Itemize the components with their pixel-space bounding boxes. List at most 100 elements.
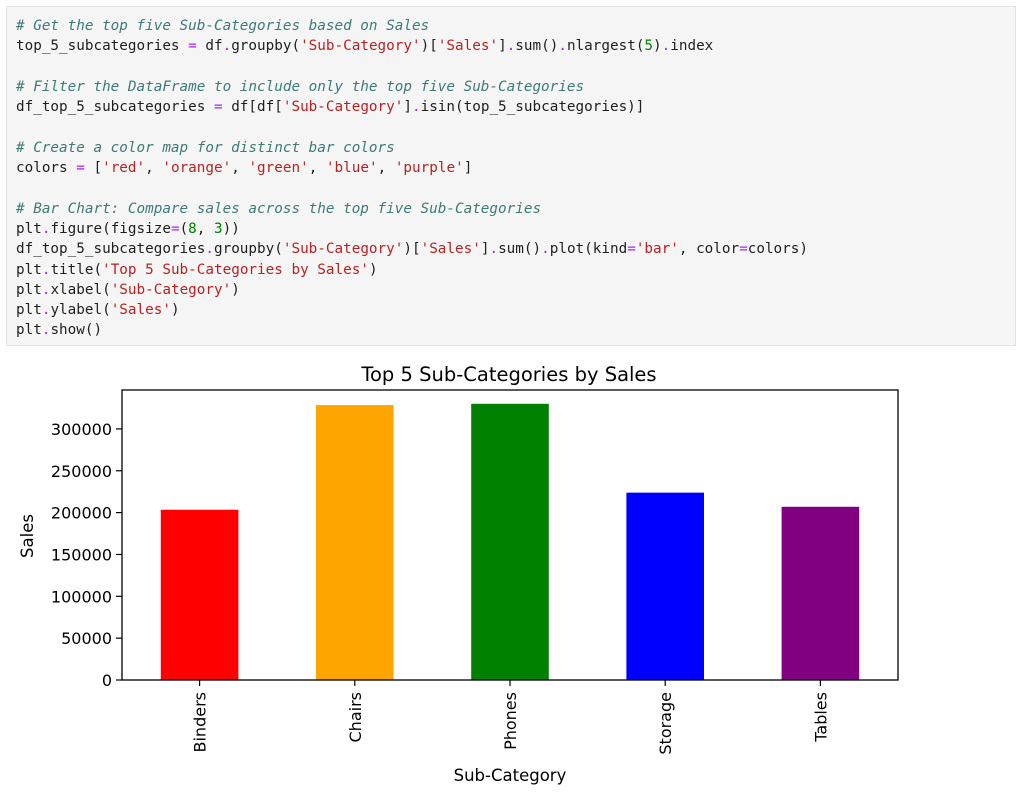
y-tick-label: 300000	[51, 420, 112, 439]
code-token: groupby(	[231, 38, 301, 55]
code-token: # Bar Chart: Compare sales across the to…	[16, 200, 542, 217]
code-token: .	[41, 281, 51, 298]
code-token: =	[188, 38, 197, 55]
code-line: df_top_5_subcategories = df[df['Sub-Cate…	[16, 97, 1015, 117]
code-token: 'blue'	[325, 160, 378, 177]
code-token: .	[205, 241, 214, 258]
code-token: # Create a color map for distinct bar co…	[16, 139, 395, 156]
code-token: sum()	[515, 38, 559, 55]
code-line: plt.figure(figsize=(8, 3))	[16, 219, 1015, 239]
code-token: )	[231, 281, 240, 298]
code-token: =	[213, 99, 223, 116]
code-token: ylabel(	[50, 302, 111, 319]
code-token: 'Sub-Category'	[110, 281, 232, 298]
code-token: plt	[16, 281, 42, 298]
code-token: .	[541, 241, 550, 258]
code-token: .	[506, 38, 516, 55]
code-token: ,	[231, 160, 249, 177]
code-line: colors = ['red', 'orange', 'green', 'blu…	[16, 158, 1015, 178]
bar-phones	[471, 403, 549, 680]
code-line: # Create a color map for distinct bar co…	[16, 138, 1015, 158]
code-token: .	[489, 241, 499, 258]
y-tick-label: 0	[102, 671, 112, 690]
code-token: )	[170, 302, 180, 319]
code-token: sum()	[498, 241, 542, 258]
code-line	[16, 178, 1015, 198]
code-token: 'Sales'	[437, 38, 499, 55]
code-token: groupby(	[213, 241, 283, 258]
bar-chart: Top 5 Sub-Categories by Sales 0 50000 1000…	[18, 363, 899, 785]
y-tick-label: 100000	[51, 587, 112, 606]
code-token: ]	[480, 241, 490, 258]
code-token: .	[222, 38, 232, 55]
y-tick-label: 250000	[51, 462, 112, 481]
code-token: )[	[403, 241, 421, 258]
code-token: 'orange'	[162, 160, 232, 177]
code-token: 'Sub-Category'	[282, 241, 404, 258]
bar-tables	[781, 506, 860, 680]
code-line: df_top_5_subcategories.groupby('Sub-Cate…	[16, 239, 1015, 259]
code-line: # Get the top five Sub-Categories based …	[16, 16, 1015, 36]
code-token: df	[196, 38, 223, 55]
y-tick-label: 150000	[51, 545, 112, 564]
code-token: 'Sales'	[110, 302, 171, 319]
code-line: # Bar Chart: Compare sales across the to…	[16, 199, 1015, 219]
code-token: df[df[	[222, 99, 283, 116]
code-token: # Filter the DataFrame to include only t…	[16, 78, 585, 95]
code-token: plt	[16, 302, 42, 319]
code-token: # Get the top five Sub-Categories based …	[16, 18, 430, 34]
x-tick-label-binders: Binders	[191, 692, 210, 752]
code-token: top_5_subcategories	[16, 38, 189, 55]
code-token: plt	[16, 220, 42, 237]
bar-chairs	[316, 405, 394, 680]
code-token: title(	[50, 261, 103, 278]
code-token: index	[670, 38, 714, 55]
code-token: ,	[196, 220, 214, 237]
code-token: .	[41, 302, 51, 319]
code-token: 'red'	[102, 160, 146, 177]
code-token: 3	[214, 220, 223, 237]
code-token: isin(top_5_subcategories)]	[420, 99, 645, 116]
code-token: colors)	[747, 241, 808, 258]
code-cell[interactable]: # Get the top five Sub-Categories based …	[6, 6, 1016, 346]
code-token: df_top_5_subcategories	[16, 241, 206, 258]
y-axis-label: Sales	[18, 514, 37, 558]
code-line: plt.title('Top 5 Sub-Categories by Sales…	[16, 260, 1015, 280]
code-token: 5	[644, 38, 654, 55]
code-token: .	[41, 261, 51, 278]
code-line: # Filter the DataFrame to include only t…	[16, 77, 1015, 97]
x-tick-label-storage: Storage	[656, 692, 675, 755]
code-token: =	[739, 241, 748, 258]
code-token: ]	[403, 99, 412, 116]
code-line: top_5_subcategories = df.groupby('Sub-Ca…	[16, 36, 1015, 56]
code-token: .	[661, 38, 671, 55]
x-axis-label: Sub-Category	[454, 766, 567, 785]
bar-binders	[160, 509, 239, 680]
code-line: plt.show()	[16, 320, 1015, 340]
bar-storage	[626, 492, 704, 680]
code-token: (	[179, 220, 189, 237]
code-token: .	[411, 99, 421, 116]
code-token: 'Sub-Category'	[282, 99, 404, 116]
code-line: plt.xlabel('Sub-Category')	[16, 280, 1015, 300]
code-token: plt	[16, 261, 42, 278]
y-tick-label: 50000	[61, 629, 112, 648]
code-token: , color	[678, 241, 740, 258]
code-token: plot(kind	[549, 241, 628, 258]
code-token: colors	[16, 160, 77, 177]
code-line	[16, 117, 1015, 137]
code-line	[16, 57, 1015, 77]
chart-title: Top 5 Sub-Categories by Sales	[360, 363, 656, 386]
code-token: 'Sub-Category'	[300, 38, 421, 55]
code-token: show()	[50, 322, 103, 339]
code-token: 'Top 5 Sub-Categories by Sales'	[102, 261, 369, 278]
code-line: plt.ylabel('Sales')	[16, 300, 1015, 320]
code-token: .	[41, 220, 51, 237]
x-tick-label-chairs: Chairs	[346, 692, 365, 742]
code-token: ]	[498, 38, 507, 55]
code-token: figure(figsize	[50, 220, 171, 237]
code-token: =	[170, 220, 180, 237]
code-token: .	[558, 38, 567, 55]
code-token: xlabel(	[50, 281, 111, 298]
x-tick-label-tables: Tables	[811, 692, 830, 743]
